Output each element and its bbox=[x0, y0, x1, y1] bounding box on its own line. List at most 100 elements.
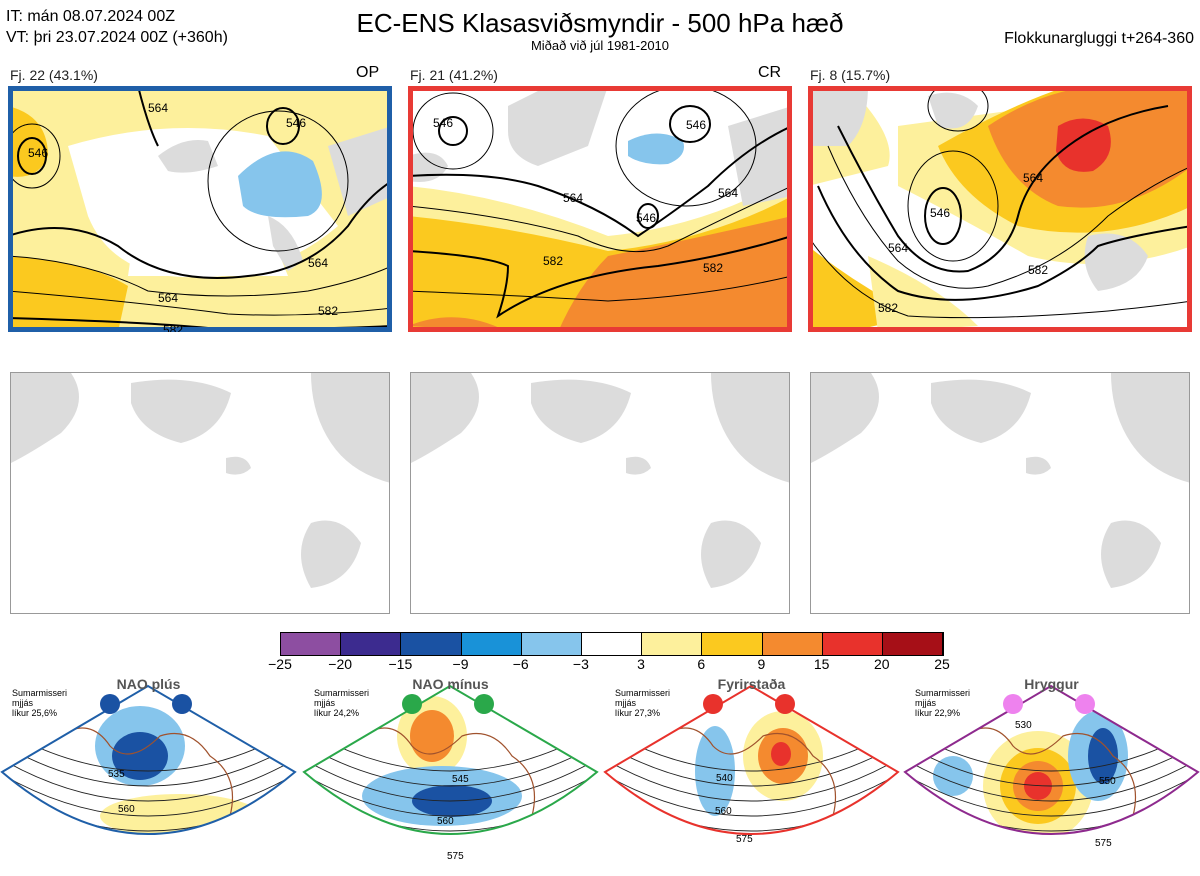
colorbar bbox=[280, 632, 944, 656]
cluster-1-label: Fj. 22 (43.1%) bbox=[10, 67, 98, 83]
cluster-map-2: 546 546 546 564 564 582 582 bbox=[408, 86, 792, 332]
regime-marker bbox=[775, 694, 795, 714]
height-contour bbox=[903, 836, 1200, 871]
regime-marker bbox=[172, 694, 192, 714]
cluster-map-1-frame bbox=[8, 86, 392, 332]
contour-label: 564 bbox=[148, 101, 169, 115]
regime-name: NAO plús bbox=[116, 676, 181, 692]
regime-contour-label: 535 bbox=[108, 769, 125, 780]
colorbar-segment bbox=[281, 633, 342, 655]
height-contour bbox=[304, 745, 597, 802]
regime-probability: líkur 25,6% bbox=[12, 708, 58, 718]
regime-marker bbox=[703, 694, 723, 714]
contour-label: 582 bbox=[318, 304, 339, 318]
page-subtitle: Miðað við júl 1981-2010 bbox=[530, 38, 670, 53]
cluster-2-tag: CR bbox=[758, 64, 782, 81]
colorbar-tick-label: 25 bbox=[934, 656, 950, 672]
regime-smoothing: mjjás bbox=[915, 698, 937, 708]
vt-line: VT: þri 23.07.2024 00Z (+360h) bbox=[6, 29, 228, 46]
regime-smoothing: mjjás bbox=[615, 698, 637, 708]
window-label: Flokkunargluggi t+264-360 bbox=[1004, 30, 1194, 47]
contour-label: 546 bbox=[930, 206, 951, 220]
regime-season: Sumarmisseri bbox=[915, 688, 971, 698]
regime-panel: Fyrirstaða Sumarmisseri mjjás líkur 27,3% 54… bbox=[603, 676, 900, 871]
colorbar-tick-label: 9 bbox=[757, 656, 766, 672]
regime-outline bbox=[0, 684, 297, 835]
page-title: EC-ENS Klasasviðsmyndir - 500 hPa hæð bbox=[356, 8, 844, 38]
regime-contour-label: 560 bbox=[715, 806, 732, 817]
regime-season: Sumarmisseri bbox=[314, 688, 370, 698]
colorbar-tick-label: −15 bbox=[388, 656, 413, 672]
colorbar-ticks: −25 −20 −15 −9 −6 −3 3 6 9 15 20 25 bbox=[0, 656, 1200, 676]
anomaly-blob bbox=[695, 726, 735, 816]
contour-label: 564 bbox=[718, 186, 739, 200]
regime-contour-label: 540 bbox=[716, 773, 733, 784]
cluster-2-label: Fj. 21 (41.2%) bbox=[410, 67, 498, 83]
empty-map-3 bbox=[810, 372, 1190, 614]
anomaly-blob bbox=[1013, 851, 1043, 861]
anomaly-blob bbox=[112, 732, 168, 780]
colorbar-tick-label: −3 bbox=[572, 656, 589, 672]
height-contour bbox=[2, 760, 295, 817]
anomaly-blob bbox=[1088, 728, 1118, 784]
regime-panel: NAO mínus Sumarmisseri mjjás líkur 24,2% 545… bbox=[302, 676, 599, 871]
regime-contour-label: 575 bbox=[736, 834, 753, 845]
regime-name: Fyrirstaða bbox=[717, 676, 786, 692]
cluster-map-3-frame bbox=[808, 86, 1192, 332]
contour-label: 582 bbox=[703, 261, 724, 275]
regime-smoothing: mjjás bbox=[12, 698, 34, 708]
regime-season: Sumarmisseri bbox=[615, 688, 671, 698]
colorbar-segment bbox=[702, 633, 763, 655]
regime-contour-label: 575 bbox=[1095, 838, 1112, 849]
contour-label: 546 bbox=[433, 116, 454, 130]
contour-label: 546 bbox=[286, 116, 307, 130]
regime-marker bbox=[1003, 694, 1023, 714]
regime-smoothing: mjjás bbox=[314, 698, 336, 708]
contour-label: 564 bbox=[888, 241, 909, 255]
regime-note: Sumarmisseri mjjás líkur 25,6% bbox=[12, 688, 67, 718]
regime-marker bbox=[402, 694, 422, 714]
colorbar-segment bbox=[581, 633, 643, 655]
cluster-map-3: 546 564 564 582 582 bbox=[808, 86, 1192, 332]
regime-contour-label: 550 bbox=[1099, 776, 1116, 787]
regime-note: Sumarmisseri mjjás líkur 22,9% bbox=[915, 688, 970, 718]
height-contour bbox=[0, 836, 297, 871]
colorbar-segment bbox=[461, 633, 522, 655]
colorbar-segment bbox=[521, 633, 582, 655]
colorbar-segment bbox=[822, 633, 883, 655]
colorbar-tick-label: 15 bbox=[813, 656, 830, 672]
height-contour bbox=[304, 760, 597, 817]
regime-probability: líkur 24,2% bbox=[314, 708, 360, 718]
cluster-map-1: 546 546 564 564 564 582 582 bbox=[8, 86, 392, 332]
empty-map-2 bbox=[410, 372, 790, 614]
regime-name: Hryggur bbox=[1024, 676, 1079, 692]
regime-contour-label: 545 bbox=[452, 774, 469, 785]
regime-contour-label: 530 bbox=[1015, 720, 1032, 731]
colorbar-segment bbox=[882, 633, 944, 655]
regime-contour-label: 560 bbox=[118, 804, 135, 815]
contour-label: 582 bbox=[543, 254, 564, 268]
contour-label: 582 bbox=[878, 301, 899, 315]
colorbar-tick-label: −25 bbox=[268, 656, 292, 672]
colorbar-segment bbox=[401, 633, 462, 655]
regime-contour-label: 575 bbox=[447, 851, 464, 862]
it-line: IT: mán 08.07.2024 00Z bbox=[6, 8, 175, 25]
regime-panel: Hryggur Sumarmisseri mjjás líkur 22,9% 530 55… bbox=[903, 676, 1200, 871]
cluster-3-label: Fj. 8 (15.7%) bbox=[810, 67, 891, 83]
contour-label: 582 bbox=[1028, 263, 1049, 277]
contour-label: 564 bbox=[1023, 171, 1044, 185]
regime-season: Sumarmisseri bbox=[12, 688, 68, 698]
regime-note: Sumarmisseri mjjás líkur 27,3% bbox=[615, 688, 670, 718]
regime-marker bbox=[474, 694, 494, 714]
colorbar-tick-label: −6 bbox=[512, 656, 529, 672]
colorbar-tick-label: 6 bbox=[697, 656, 706, 672]
regime-row: NAO plús Sumarmisseri mjjás líkur 25,6% 535 5… bbox=[0, 676, 1200, 871]
height-contour bbox=[905, 760, 1198, 817]
regime-probability: líkur 22,9% bbox=[915, 708, 961, 718]
height-contour bbox=[905, 745, 1198, 802]
regime-note: Sumarmisseri mjjás líkur 24,2% bbox=[314, 688, 369, 718]
regime-marker bbox=[100, 694, 120, 714]
contour-label: 564 bbox=[563, 191, 584, 205]
regime-outline bbox=[603, 684, 900, 835]
regime-contour-label: 560 bbox=[437, 816, 454, 827]
